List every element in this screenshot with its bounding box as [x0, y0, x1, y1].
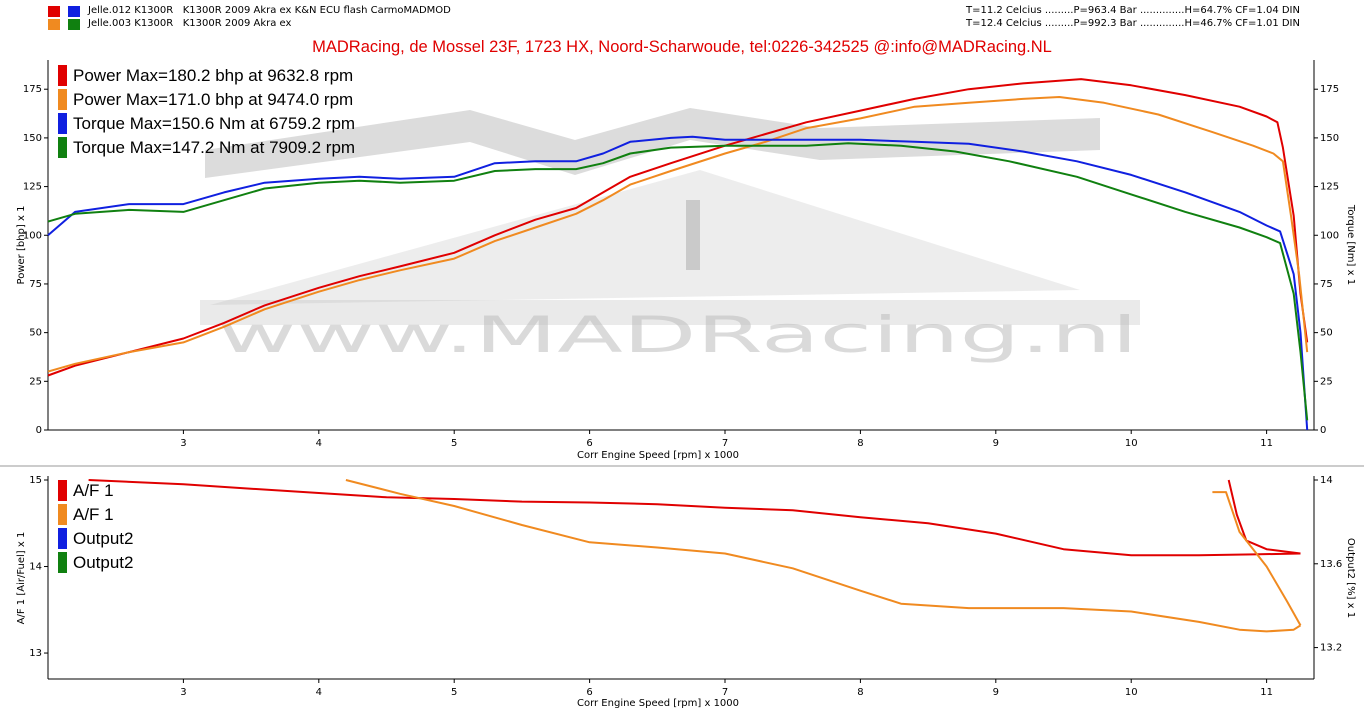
afr-chart: 3 4 5 6 7 8 9 10 11 13 14 15 13.2 13.6 14 Corr Engine …	[16, 475, 1356, 709]
legend-label: Power Max=171.0 bhp at 9474.0 rpm	[73, 90, 353, 109]
legend-swatch	[58, 65, 67, 86]
lower-ticks: 3 4 5 6 7 8 9 10 11 13 14 15 13.2 13.6 14	[29, 475, 1342, 698]
legend-label: Output2	[73, 529, 134, 548]
legend-swatch	[58, 552, 67, 573]
legend-swatch	[58, 480, 67, 501]
legend-label: Output2	[73, 553, 134, 572]
series-line-3	[47, 142, 1309, 421]
y-tick-label: 150	[23, 133, 42, 144]
y2-tick-label: 25	[1320, 376, 1333, 387]
run1-power-swatch	[48, 6, 60, 17]
y-tick-label: 15	[29, 475, 42, 486]
upper-series	[47, 78, 1309, 431]
x-tick-label: 10	[1125, 687, 1138, 698]
x-tick-label: 4	[316, 687, 322, 698]
series-line-1	[47, 96, 1309, 373]
watermark-logo-shape	[205, 108, 1100, 178]
y-tick-label: 0	[36, 425, 42, 436]
x-tick-label: 11	[1260, 687, 1273, 698]
series-line-2	[345, 479, 1302, 633]
run1-name: Jelle.012 K1300R K1300R 2009 Akra ex K&N…	[88, 5, 451, 16]
run1-conditions: T=11.2 Celcius .........P=963.4 Bar ....…	[966, 5, 1300, 16]
upper-y2-axis-label: Torque [Nm] x 1	[1345, 204, 1356, 285]
legend-swatch	[58, 89, 67, 110]
x-tick-label: 11	[1260, 438, 1273, 449]
upper-legend: Power Max=180.2 bhp at 9632.8 rpm Power M…	[58, 65, 355, 158]
watermark-band	[200, 300, 1140, 325]
lower-y2-axis-label: Output2 [%] x 1	[1345, 538, 1356, 618]
legend-label: Torque Max=147.2 Nm at 7909.2 rpm	[73, 138, 355, 157]
run2-power-swatch	[48, 19, 60, 30]
legend-label: Power Max=180.2 bhp at 9632.8 rpm	[73, 66, 353, 85]
run2-torque-swatch	[68, 19, 80, 30]
y2-tick-label: 14	[1320, 475, 1333, 486]
x-tick-label: 3	[180, 438, 186, 449]
company-banner: MADRacing, de Mossel 23F, 1723 HX, Noord…	[312, 38, 1052, 56]
x-tick-label: 9	[993, 438, 999, 449]
y2-tick-label: 75	[1320, 279, 1333, 290]
y2-tick-label: 13.2	[1320, 643, 1342, 654]
legend-swatch	[58, 113, 67, 134]
run2-conditions: T=12.4 Celcius .........P=992.3 Bar ....…	[966, 18, 1300, 29]
upper-ticks: 3 4 5 6 7 8 9 10 11 0 25 50 75 100 125 150 175 0 25 50 75 100…	[23, 84, 1339, 449]
run2-name: Jelle.003 K1300R K1300R 2009 Akra ex	[88, 18, 292, 29]
y2-tick-label: 13.6	[1320, 559, 1342, 570]
run1-torque-swatch	[68, 6, 80, 17]
y2-tick-label: 175	[1320, 84, 1339, 95]
power-torque-chart: 3 4 5 6 7 8 9 10 11 0 25 50 75 100 125 150 175 0 25 50 75 100…	[16, 60, 1356, 461]
x-tick-label: 7	[722, 687, 728, 698]
y2-tick-label: 125	[1320, 182, 1339, 193]
series-line-3	[1212, 491, 1302, 626]
y-tick-label: 125	[23, 182, 42, 193]
legend-label: A/F 1	[73, 505, 114, 524]
legend-swatch	[58, 137, 67, 158]
watermark-triangle	[210, 170, 1080, 305]
legend-swatch	[58, 528, 67, 549]
lower-y-axis-label: A/F 1 [Air/Fuel] x 1	[16, 532, 27, 625]
series-line-2	[47, 135, 1309, 431]
y-tick-label: 100	[23, 230, 42, 241]
y2-tick-label: 100	[1320, 230, 1339, 241]
x-tick-label: 5	[451, 687, 457, 698]
y-tick-label: 13	[29, 648, 42, 659]
upper-x-axis-label: Corr Engine Speed [rpm] x 1000	[577, 450, 739, 461]
y2-tick-label: 0	[1320, 425, 1326, 436]
y-tick-label: 175	[23, 84, 42, 95]
y-tick-label: 50	[29, 328, 42, 339]
y-tick-label: 14	[29, 562, 42, 573]
x-tick-label: 6	[586, 438, 592, 449]
lower-series	[88, 479, 1302, 633]
x-tick-label: 8	[857, 687, 863, 698]
lower-x-axis-label: Corr Engine Speed [rpm] x 1000	[577, 698, 739, 709]
y2-tick-label: 50	[1320, 328, 1333, 339]
series-line-1	[1227, 479, 1301, 555]
y-tick-label: 25	[29, 376, 42, 387]
x-tick-label: 6	[586, 687, 592, 698]
x-tick-label: 9	[993, 687, 999, 698]
watermark-logo-bar	[686, 200, 700, 270]
x-tick-label: 7	[722, 438, 728, 449]
x-tick-label: 4	[316, 438, 322, 449]
legend-label: Torque Max=150.6 Nm at 6759.2 rpm	[73, 114, 355, 133]
y2-tick-label: 150	[1320, 133, 1339, 144]
y-tick-label: 75	[29, 279, 42, 290]
series-line-0	[88, 479, 1301, 557]
watermark-text: www.MADRacing.nl	[218, 306, 1138, 364]
x-tick-label: 3	[180, 687, 186, 698]
x-tick-label: 10	[1125, 438, 1138, 449]
legend-label: A/F 1	[73, 481, 114, 500]
x-tick-label: 8	[857, 438, 863, 449]
upper-y-axis-label: Power [bhp] x 1	[16, 206, 27, 285]
legend-swatch	[58, 504, 67, 525]
lower-legend: A/F 1 A/F 1 Output2 Output2	[58, 480, 134, 573]
watermark: www.MADRacing.nl	[200, 108, 1140, 364]
x-tick-label: 5	[451, 438, 457, 449]
